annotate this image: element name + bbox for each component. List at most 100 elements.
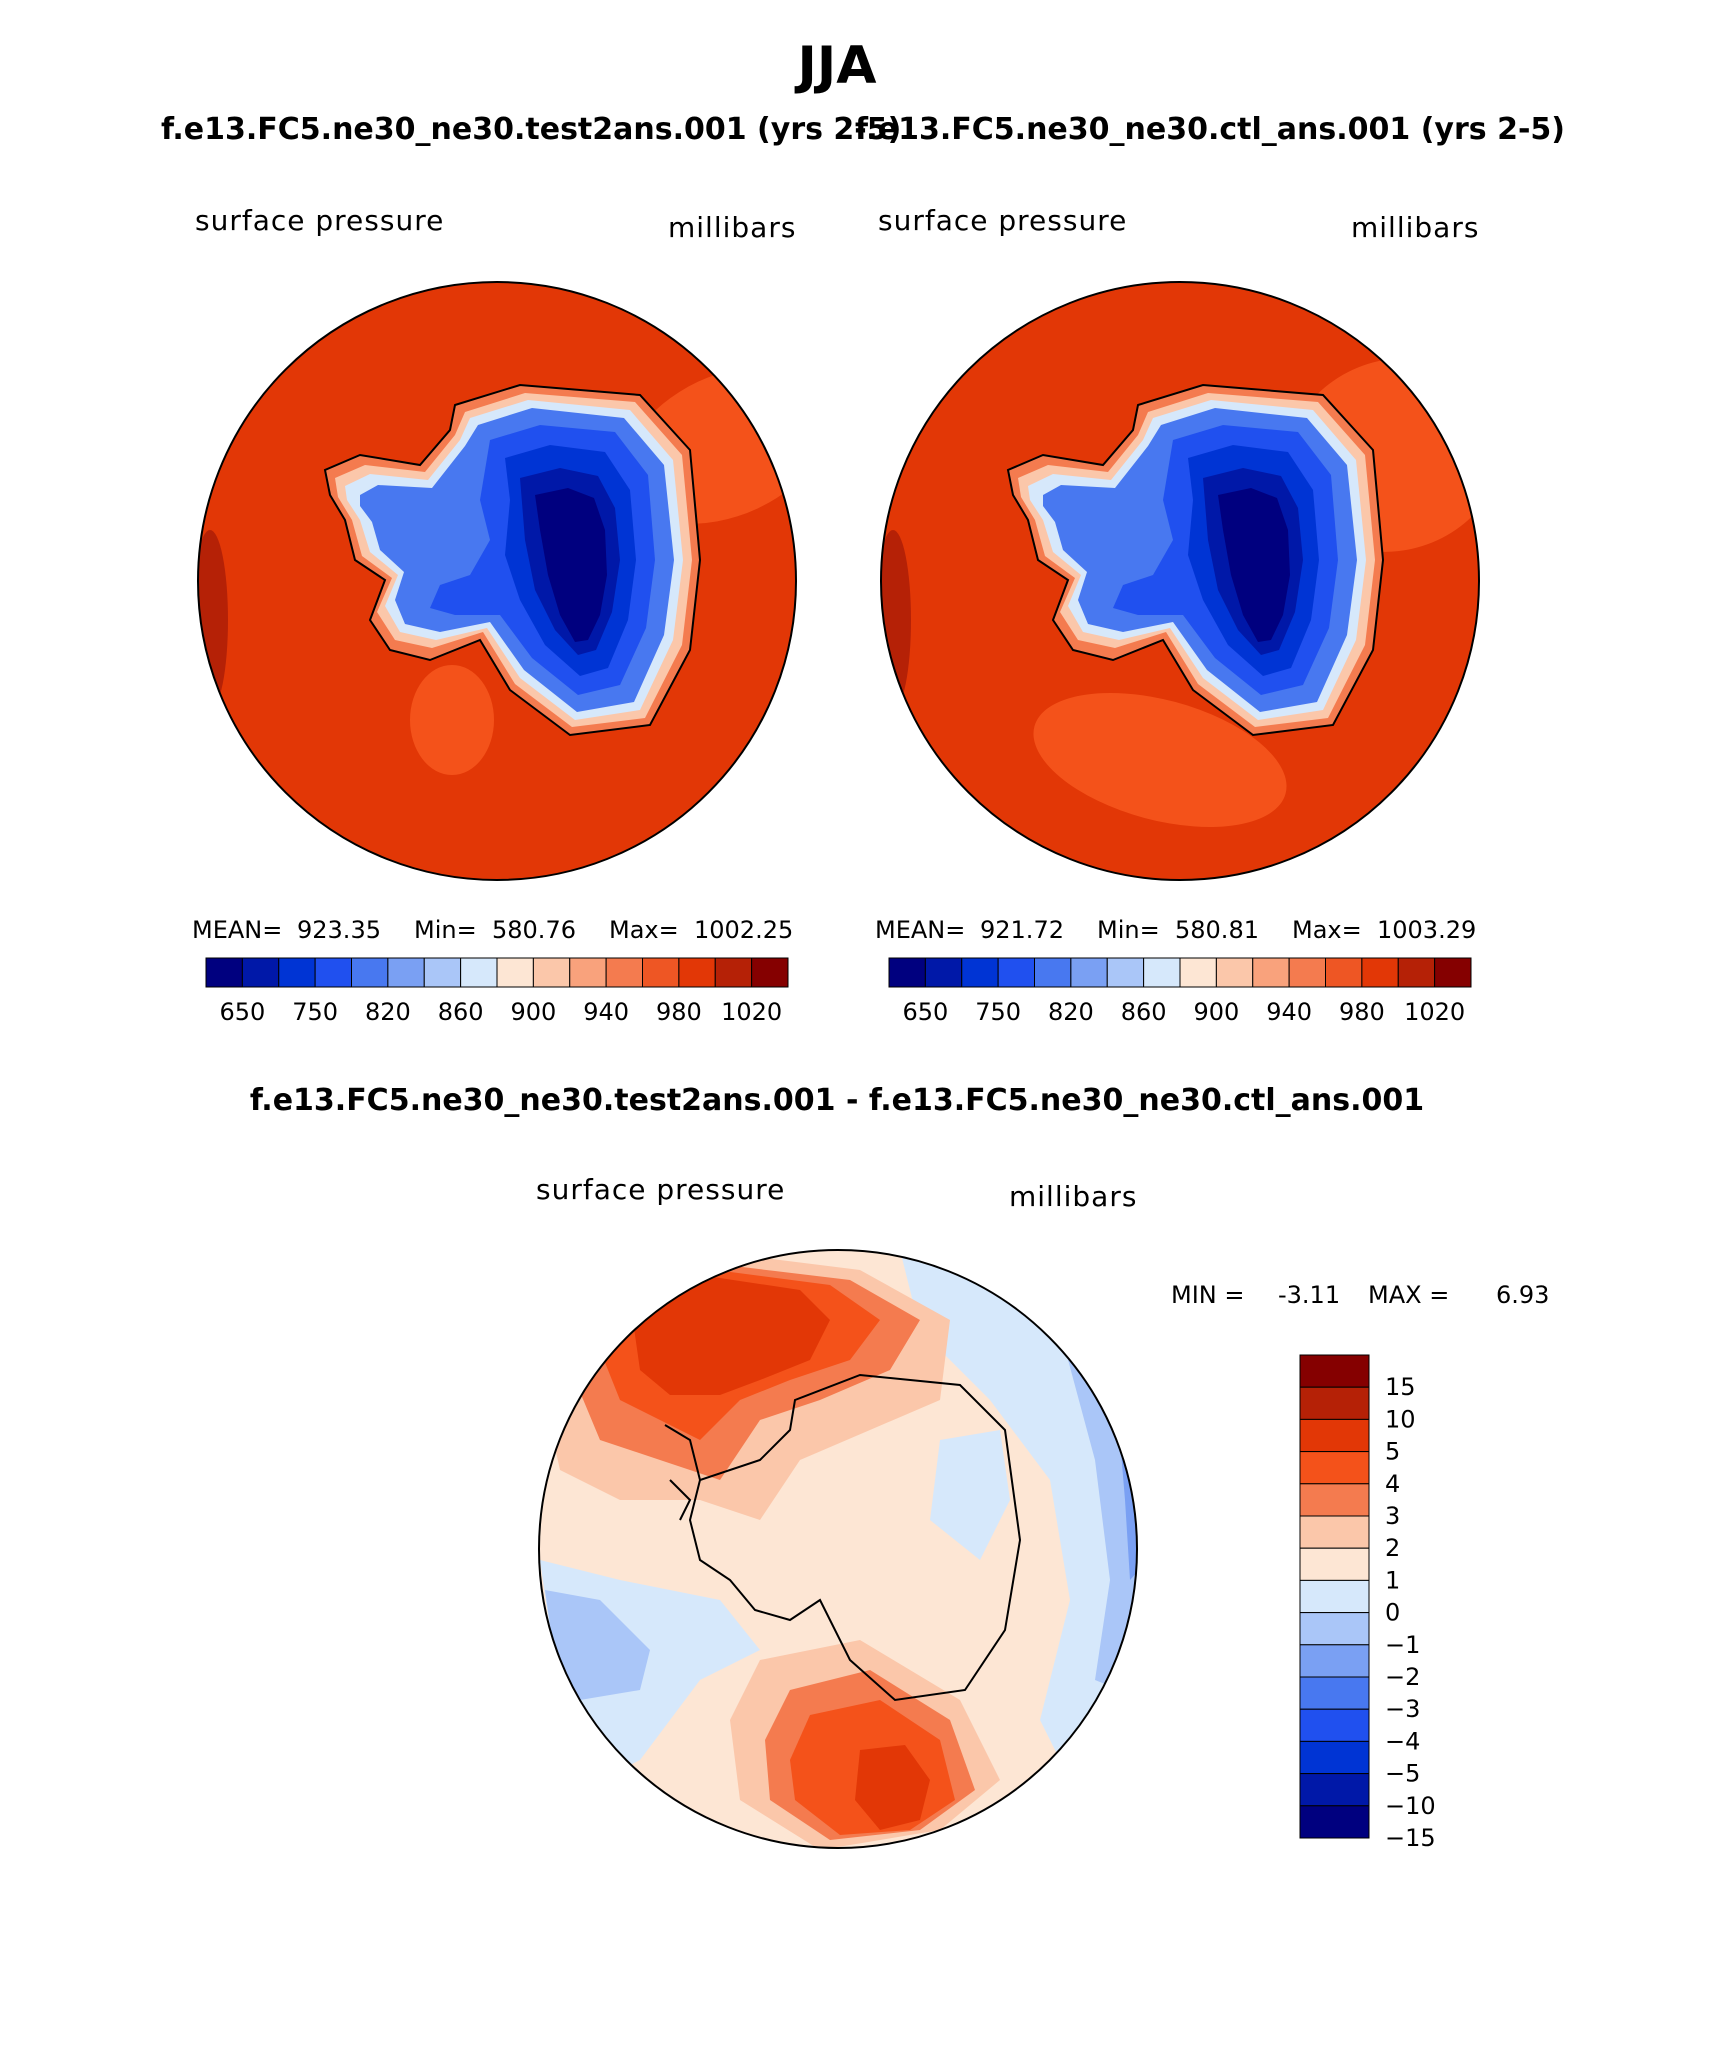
colorbar-tick-label: 2	[1385, 1534, 1400, 1562]
colorbar-swatch	[1143, 957, 1181, 988]
colorbar-swatch	[387, 957, 425, 988]
colorbar-swatch	[888, 957, 926, 988]
variable-label: surface pressure	[536, 1173, 785, 1206]
colorbar-tick-label: 900	[1193, 998, 1239, 1026]
units-label: millibars	[1009, 1180, 1137, 1213]
variable-label: surface pressure	[878, 204, 1127, 237]
colorbar-tick-label: 1	[1385, 1566, 1400, 1594]
colorbar-tick-label: 980	[656, 998, 702, 1026]
colorbar-swatch	[1215, 957, 1254, 988]
min-label: Min=	[1097, 916, 1160, 944]
colorbar-swatch	[423, 957, 462, 988]
colorbar-tick-label: 650	[902, 998, 948, 1026]
min-value: 580.76	[492, 916, 576, 944]
colorbar-swatch	[1434, 957, 1472, 988]
colorbar-swatch	[1070, 957, 1108, 988]
panel-difference: f.e13.FC5.ne30_ne30.test2ans.001 - f.e13…	[250, 1083, 1550, 1852]
diff-min-value: -3.11	[1278, 1281, 1340, 1309]
colorbar-swatch	[1361, 957, 1399, 988]
colorbar-tick-label: 3	[1385, 1502, 1400, 1530]
polar-map-control	[881, 282, 1479, 880]
colorbar-swatch	[1299, 1515, 1370, 1549]
max-value: 1002.25	[694, 916, 793, 944]
case-name-left: f.e13.FC5.ne30_ne30.test2ans.001 (yrs 2-…	[161, 112, 901, 147]
colorbar-tick-label: 750	[292, 998, 338, 1026]
colorbar-tick-label: 15	[1385, 1373, 1416, 1401]
colorbar-test: 650 750 820 860 900 940 980 1020	[205, 957, 789, 1026]
colorbar-swatch	[532, 957, 571, 988]
diff-max-label: MAX =	[1368, 1281, 1449, 1309]
colorbar-swatch	[1299, 1612, 1370, 1646]
mean-label: MEAN=	[192, 916, 282, 944]
colorbar-swatch	[1299, 1740, 1370, 1775]
colorbar-control: 650 750 820 860 900 940 980 1020	[888, 957, 1472, 1026]
colorbar-swatch	[1179, 957, 1217, 988]
map-boundary	[538, 1249, 1138, 1849]
panel-control: surface pressure millibars MEAN= 921.72 …	[875, 204, 1480, 1026]
diff-max-value: 6.93	[1496, 1281, 1549, 1309]
colorbar-swatch	[1299, 1579, 1370, 1614]
colorbar-swatch	[351, 957, 389, 988]
colorbar-swatch	[751, 957, 789, 988]
colorbar-tick-label: −15	[1385, 1824, 1436, 1852]
colorbar-tick-label: 940	[1266, 998, 1312, 1026]
variable-label: surface pressure	[195, 204, 444, 237]
colorbar-swatch	[205, 957, 243, 988]
colorbar-swatch	[1252, 957, 1290, 988]
colorbar-swatch	[1299, 1418, 1370, 1453]
colorbar-swatch	[997, 957, 1035, 988]
colorbar-tick-label: 4	[1385, 1470, 1400, 1498]
stats-line: MEAN= 923.35 Min= 580.76 Max= 1002.25	[192, 916, 793, 944]
colorbar-swatch	[605, 957, 643, 988]
colorbar-tick-label: 650	[219, 998, 265, 1026]
colorbar-swatch	[1299, 1451, 1370, 1485]
map-boundary	[880, 281, 1480, 881]
colorbar-swatch	[924, 957, 963, 988]
colorbar-tick-label: 980	[1339, 998, 1385, 1026]
colorbar-swatch	[241, 957, 280, 988]
colorbar-tick-label: −2	[1385, 1663, 1420, 1691]
colorbar-tick-label: 1020	[1404, 998, 1465, 1026]
colorbar-swatch	[1299, 1676, 1370, 1710]
polar-map-test	[198, 282, 796, 880]
panel-test: surface pressure millibars MEAN= 923.35 …	[192, 204, 797, 1026]
units-label: millibars	[668, 211, 796, 244]
colorbar-tick-label: 0	[1385, 1599, 1400, 1627]
colorbar-swatch	[460, 957, 498, 988]
min-max-line: MIN = -3.11 MAX = 6.93	[1171, 1281, 1549, 1309]
max-value: 1003.29	[1377, 916, 1476, 944]
max-label: Max=	[1292, 916, 1362, 944]
colorbar-swatch	[1299, 1547, 1370, 1581]
colorbar-tick-label: 750	[975, 998, 1021, 1026]
season-title: JJA	[795, 36, 877, 96]
colorbar-tick-label: 5	[1385, 1438, 1400, 1466]
colorbar-swatch	[1034, 957, 1072, 988]
polar-map-difference	[539, 1250, 1137, 1848]
min-label: Min=	[414, 916, 477, 944]
colorbar-swatch	[569, 957, 607, 988]
colorbar-tick-label: 1020	[721, 998, 782, 1026]
mean-value: 921.72	[980, 916, 1064, 944]
units-label: millibars	[1351, 211, 1479, 244]
colorbar-swatch	[1106, 957, 1145, 988]
colorbar-swatch	[1299, 1773, 1370, 1807]
diff-min-label: MIN =	[1171, 1281, 1244, 1309]
colorbar-swatch	[1299, 1483, 1370, 1517]
colorbar-tick-label: 940	[583, 998, 629, 1026]
colorbar-swatch	[642, 957, 680, 988]
colorbar-swatch	[1299, 1354, 1370, 1388]
colorbar-tick-label: 900	[510, 998, 556, 1026]
colorbar-swatch	[1299, 1708, 1370, 1742]
colorbar-swatch	[714, 957, 753, 988]
colorbar-swatch	[1299, 1644, 1370, 1678]
stats-line: MEAN= 921.72 Min= 580.81 Max= 1003.29	[875, 916, 1476, 944]
difference-title: f.e13.FC5.ne30_ne30.test2ans.001 - f.e13…	[250, 1083, 1424, 1118]
colorbar-tick-label: −5	[1385, 1760, 1420, 1788]
colorbar-tick-label: −1	[1385, 1631, 1420, 1659]
colorbar-swatch	[1397, 957, 1436, 988]
colorbar-swatch	[1288, 957, 1326, 988]
colorbar-swatch	[1299, 1805, 1370, 1839]
colorbar-tick-label: −4	[1385, 1727, 1420, 1755]
